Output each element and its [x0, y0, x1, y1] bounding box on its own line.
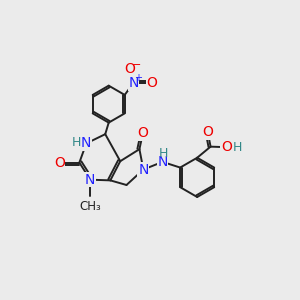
Text: H: H: [158, 147, 168, 160]
Text: H: H: [232, 141, 242, 154]
Text: N: N: [138, 163, 148, 176]
Text: O: O: [137, 126, 148, 140]
Text: O: O: [202, 125, 213, 139]
Text: O: O: [146, 76, 158, 90]
Text: O: O: [54, 156, 65, 170]
Text: +: +: [134, 73, 142, 83]
Text: CH₃: CH₃: [79, 200, 101, 214]
Text: O: O: [124, 62, 136, 76]
Text: N: N: [85, 173, 95, 187]
Text: N: N: [128, 76, 139, 90]
Text: O: O: [221, 140, 232, 154]
Text: N: N: [81, 136, 92, 150]
Text: N: N: [157, 155, 168, 169]
Text: H: H: [72, 136, 81, 149]
Text: −: −: [132, 60, 142, 70]
